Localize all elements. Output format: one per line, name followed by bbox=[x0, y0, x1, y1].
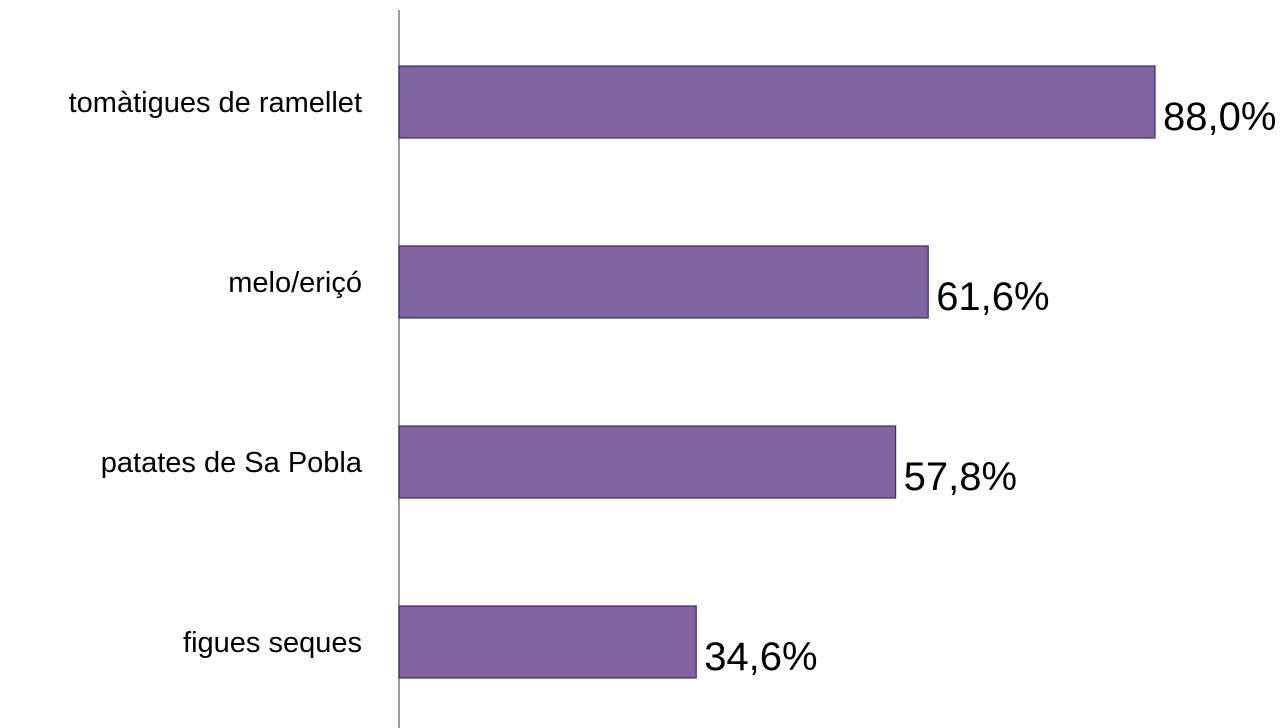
bar-2 bbox=[398, 425, 897, 499]
category-label-1: melo/eriçó bbox=[228, 267, 362, 299]
value-label-2: 57,8% bbox=[904, 455, 1017, 499]
bar-0 bbox=[398, 65, 1156, 139]
value-label-0: 88,0% bbox=[1163, 95, 1276, 139]
labels-group: tomàtigues de ramellet 88,0% melo/eriçó 61,… bbox=[69, 87, 1277, 679]
value-label-1: 61,6% bbox=[936, 275, 1049, 319]
category-label-3: figues seques bbox=[183, 627, 362, 659]
value-label-3: 34,6% bbox=[704, 635, 817, 679]
bar-3 bbox=[398, 605, 697, 679]
category-label-0: tomàtigues de ramellet bbox=[69, 87, 362, 119]
bar-1 bbox=[398, 245, 929, 319]
bars-group bbox=[398, 65, 1156, 679]
category-label-2: patates de Sa Pobla bbox=[101, 447, 363, 479]
